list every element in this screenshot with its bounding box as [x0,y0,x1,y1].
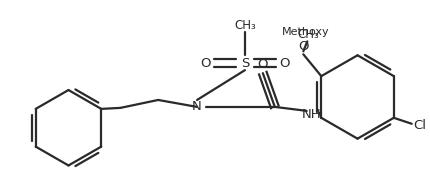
Text: Cl: Cl [413,119,426,132]
Text: Methoxy: Methoxy [282,27,329,37]
Text: S: S [241,57,249,70]
Text: CH₃: CH₃ [234,19,256,32]
Text: N: N [192,100,202,113]
Text: O: O [258,58,268,71]
Text: NH: NH [302,108,322,121]
Text: CH₃: CH₃ [298,28,319,41]
Text: O: O [200,57,210,70]
Text: O: O [298,40,309,53]
Text: O: O [280,57,290,70]
